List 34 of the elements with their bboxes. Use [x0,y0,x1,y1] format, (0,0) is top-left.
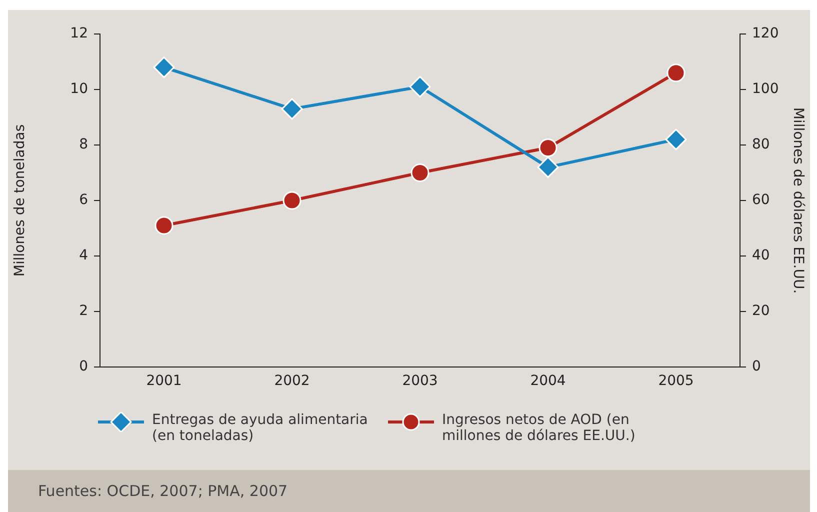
y2-tick-label: 120 [752,26,779,42]
point [281,98,303,120]
y2-tick-label: 80 [752,136,770,153]
y2-tick-label: 60 [752,192,770,208]
point [410,164,430,182]
y-tick-label: 4 [79,248,88,264]
x-tick-label: 2001 [146,373,182,390]
x-tick-label: 2003 [402,373,438,390]
y-tick-label: 12 [70,26,88,42]
legend-label: Entregas de ayuda alimentaria (en toneladas) [152,412,369,444]
y2-axis-title: Millones de dólares EE.UU. [790,107,806,294]
point [282,191,302,210]
y2-tick-label: 100 [752,81,779,98]
point [538,138,558,158]
point [665,128,687,150]
y-tick-label: 0 [79,358,88,375]
y2-tick-label: 20 [752,303,770,320]
source-note: Fuentes: OCDE, 2007; PMA, 2007 [38,482,288,500]
point [666,64,686,82]
y2-tick-label: 40 [752,248,770,264]
y-axis-title: Millones de toneladas [12,124,28,277]
point [409,76,431,98]
y-tick-label: 6 [79,192,88,208]
y-tick-label: 2 [79,303,88,320]
point [537,156,559,178]
y-tick-label: 8 [79,136,88,153]
y2-tick-label: 0 [752,358,761,375]
x-tick-label: 2004 [530,373,566,390]
x-tick-label: 2005 [658,373,694,390]
legend-label: Ingresos netos de AOD (en millones de dólares EE.UU.) [442,412,636,444]
y-tick-label: 10 [70,81,88,98]
point [153,56,175,78]
x-tick-label: 2002 [274,373,310,390]
point [154,216,174,235]
